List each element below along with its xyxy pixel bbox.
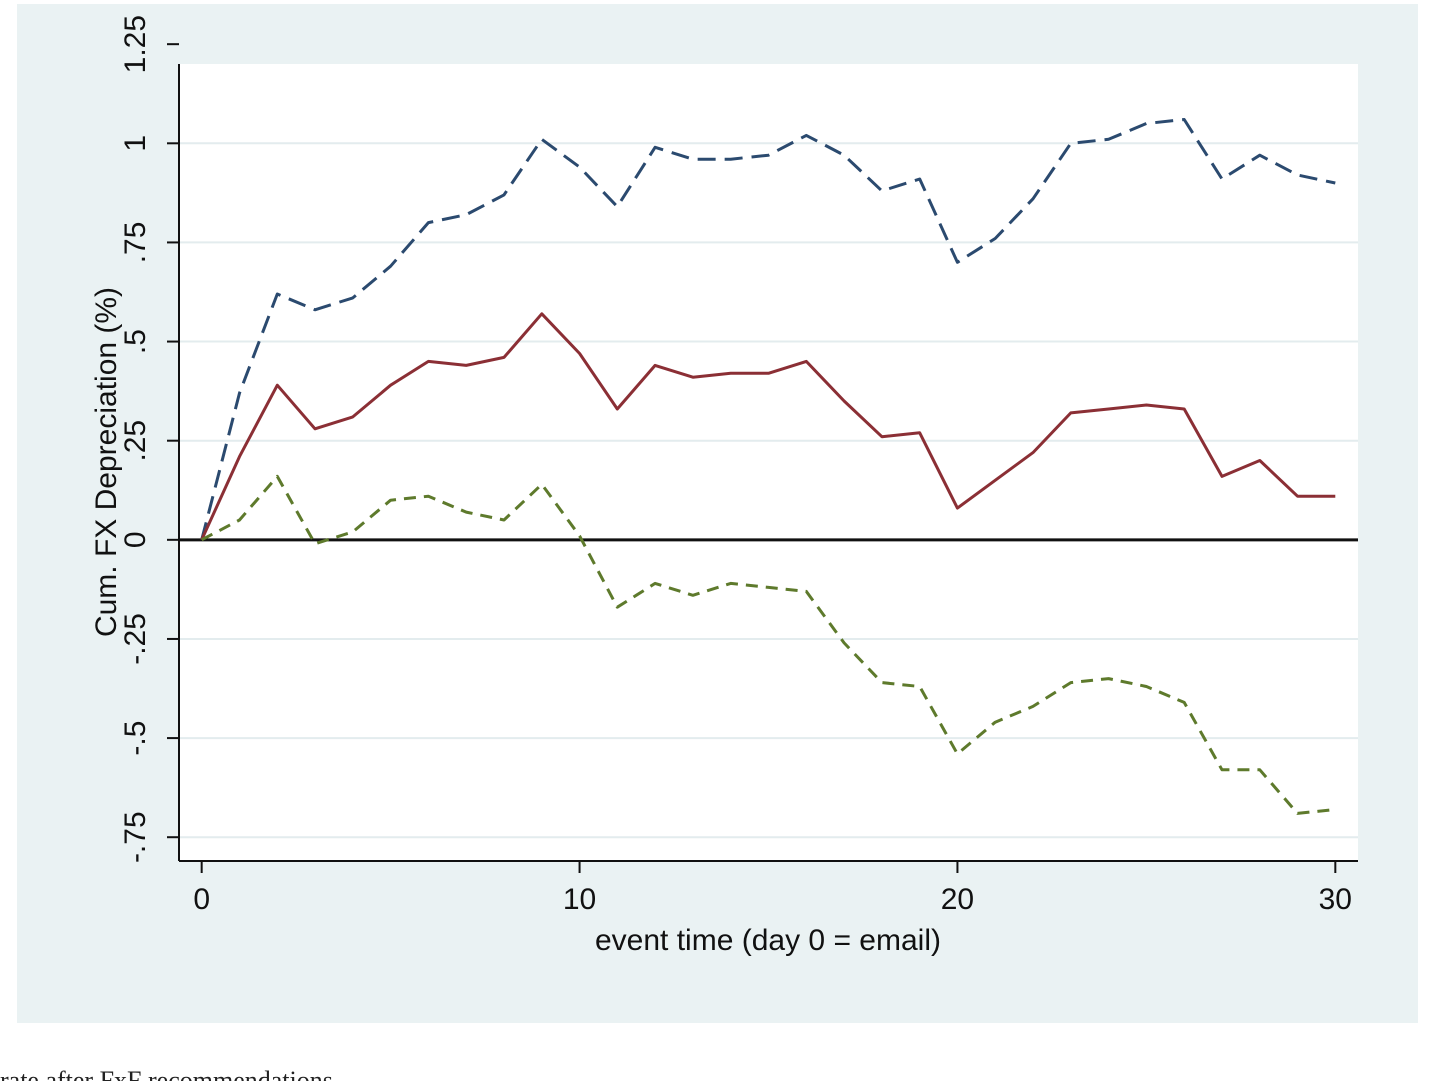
figure-caption: rate after FxF recommendations [0, 1066, 333, 1081]
plot-area [179, 64, 1358, 861]
grid-lines [179, 142, 1358, 839]
estimate-line [200, 312, 1336, 541]
y-tick-label: -.5 [119, 721, 152, 756]
upper-band-line [200, 118, 1336, 541]
axes [178, 64, 1358, 862]
x-tick-label: 10 [563, 883, 596, 916]
y-tick-label: -.75 [119, 811, 152, 863]
y-tick-label: .25 [119, 420, 152, 462]
x-tick-label: 30 [1319, 883, 1352, 916]
y-tick-label: -.25 [119, 613, 152, 665]
y-tick-label: 0 [119, 531, 152, 548]
x-tick-label: 20 [941, 883, 974, 916]
lower-band-line [201, 474, 1336, 815]
ticks: -.75 -.5 -.25 0 .25 .5 .75 1 1.25 0 10 20 30 [119, 15, 1352, 916]
series-lines [200, 118, 1336, 815]
y-axis-title: Cum. FX Depreciation (%) [90, 287, 123, 637]
y-tick-label: 1 [119, 135, 152, 152]
y-tick-label: 1.25 [119, 15, 152, 73]
y-tick-label: .5 [119, 329, 152, 354]
y-tick-label: .75 [119, 222, 152, 264]
x-tick-label: 0 [193, 883, 210, 916]
x-axis-title: event time (day 0 = email) [595, 924, 941, 957]
